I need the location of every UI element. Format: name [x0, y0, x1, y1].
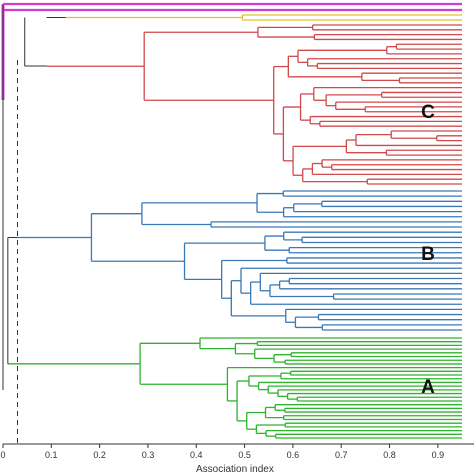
- x-tick-label: 0.9: [432, 450, 445, 460]
- x-tick-label: 0.5: [238, 450, 251, 460]
- x-tick-label: 0.7: [335, 450, 348, 460]
- x-tick-label: 0.3: [142, 450, 155, 460]
- x-axis-label: Association index: [196, 464, 274, 474]
- cluster-pink: [1, 2, 462, 100]
- x-tick-label: 0.6: [287, 450, 300, 460]
- x-tick-label: 0.2: [93, 450, 106, 460]
- dendrogram-trunk: [2, 5, 66, 390]
- x-tick-label: 0.1: [45, 450, 58, 460]
- cluster-label-C: C: [421, 102, 435, 123]
- cluster-label-A: A: [421, 377, 435, 398]
- x-tick-label: 0: [0, 450, 5, 460]
- x-axis: 0 0.1 0.2 0.3 0.4 0.5 0.6 0.7 0.8 0.9: [0, 443, 474, 460]
- dendrogram-branches: [1, 2, 462, 439]
- x-tick-label: 0.4: [190, 450, 203, 460]
- x-tick-label: 0.8: [383, 450, 396, 460]
- cluster-labels: C B A: [421, 102, 435, 398]
- cluster-blue: [17, 190, 462, 331]
- cluster-label-B: B: [421, 244, 435, 265]
- cluster-yellow: [65, 14, 462, 21]
- cluster-red: [46, 24, 462, 185]
- cluster-green: [7, 337, 462, 439]
